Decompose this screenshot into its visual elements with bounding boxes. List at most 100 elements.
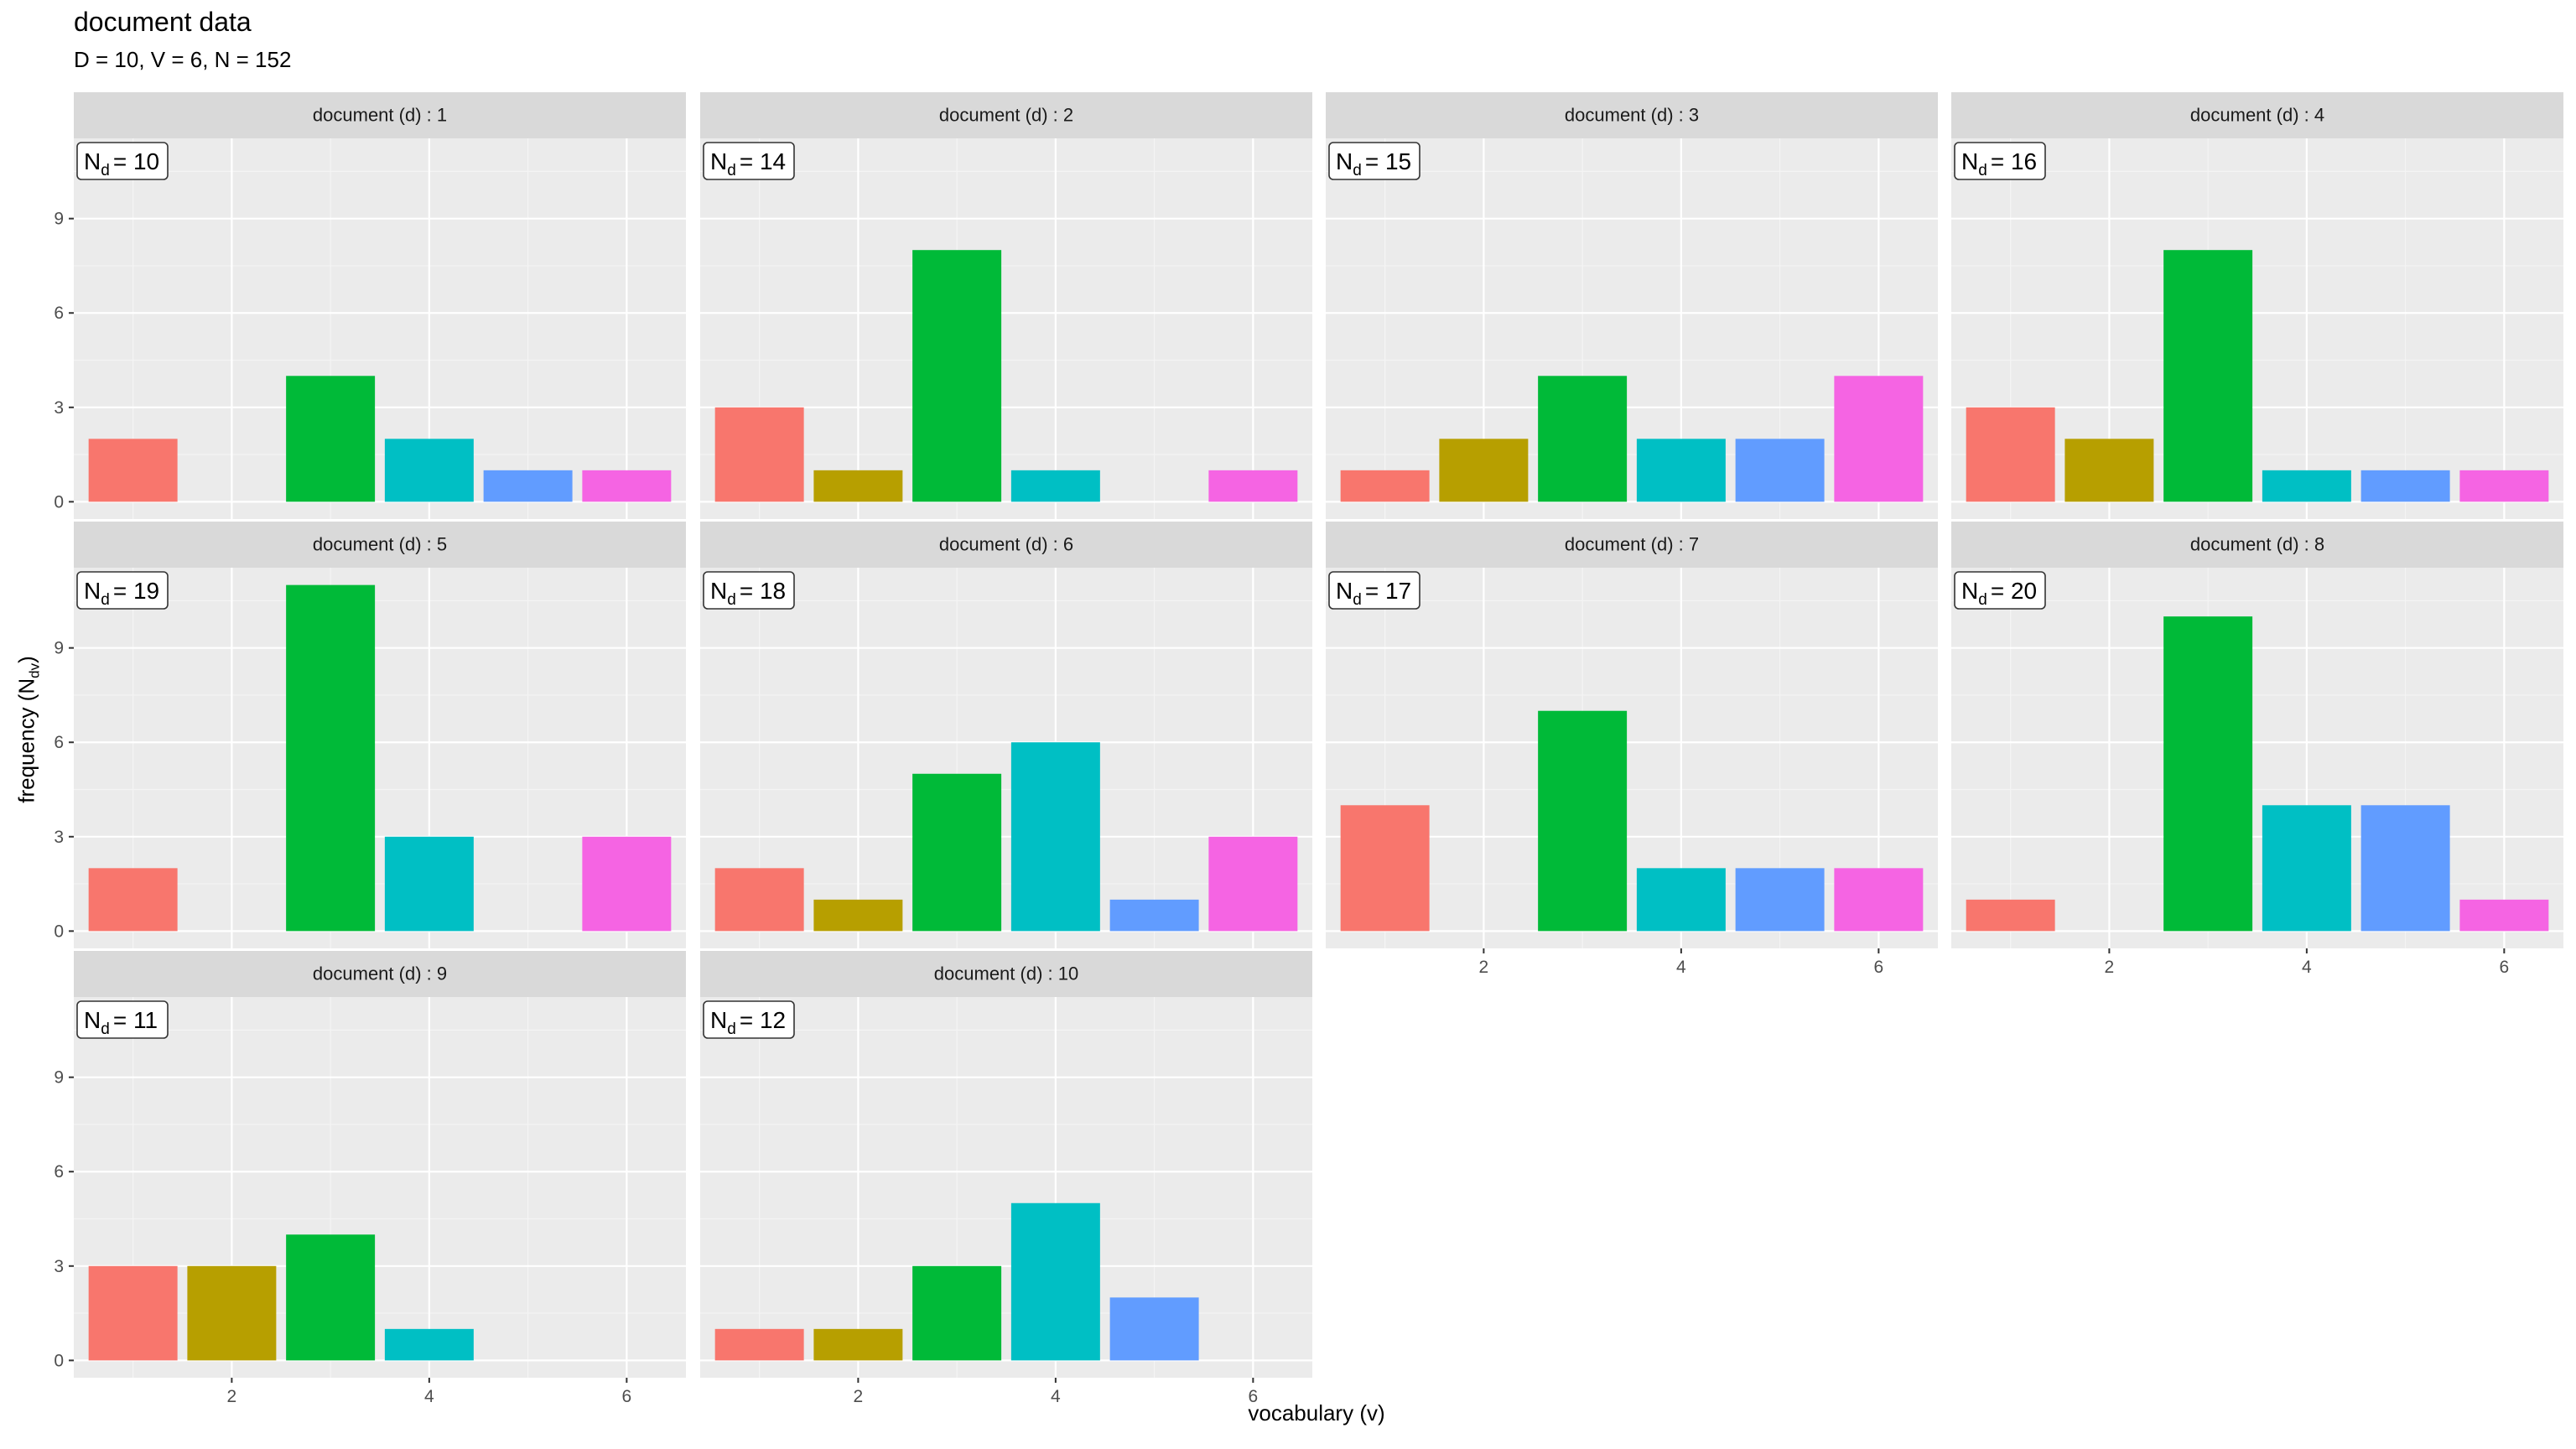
count-label-value: = 16 (1991, 148, 2037, 174)
facet-strip (700, 522, 1312, 568)
count-label: Nd = 19 (84, 578, 159, 609)
count-label-box (703, 571, 795, 610)
bar (1208, 836, 1298, 932)
facet-panel-9: document (d) : 9 0 3 6 9 2 4 6 Nd = 11 (54, 951, 686, 1406)
y-tick-label: 0 (54, 922, 64, 941)
bar (2262, 805, 2351, 932)
count-label: Nd = 15 (1336, 148, 1411, 179)
count-label-box (1954, 571, 2046, 610)
x-tick-label: 4 (2302, 958, 2312, 977)
bar (384, 1328, 474, 1361)
x-tick-label: 6 (2500, 958, 2510, 977)
facet-strip (1326, 92, 1938, 138)
bar (286, 584, 376, 932)
bar (1109, 899, 1199, 932)
count-label-value: = 17 (1365, 578, 1411, 604)
bar (714, 407, 804, 502)
x-tick-label: 6 (1249, 1387, 1259, 1406)
bar (813, 1328, 903, 1361)
y-tick-label: 3 (54, 1257, 64, 1276)
facet-panel-1: document (d) : 1 0 3 6 9 Nd = 10 (54, 92, 686, 519)
facet-strip-label: document (d) : 10 (934, 963, 1078, 984)
count-label-value: = 19 (113, 578, 159, 604)
facet-panel-7: document (d) : 7 2 4 6 Nd = 17 (1326, 522, 1938, 977)
y-tick-label: 9 (54, 210, 64, 229)
bar (1636, 868, 1726, 932)
bar (1636, 439, 1726, 502)
bar (813, 899, 903, 932)
bar (1010, 742, 1100, 932)
x-tick-label: 2 (854, 1387, 864, 1406)
bar (1010, 1202, 1100, 1361)
facet-strip-label: document (d) : 7 (1565, 534, 1699, 555)
count-label: Nd = 10 (84, 148, 159, 179)
bar (286, 376, 376, 502)
x-tick-label: 6 (622, 1387, 632, 1406)
bar (1966, 899, 2055, 932)
facet-panel-10: document (d) : 10 2 4 6 Nd = 12 (700, 951, 1312, 1406)
facet-strip (74, 951, 686, 997)
y-tick-label: 3 (54, 398, 64, 418)
bar (2360, 805, 2450, 932)
count-label-subscript: d (727, 162, 736, 179)
count-label-prefix: N (1336, 148, 1353, 174)
panel-background (700, 997, 1312, 1378)
count-label-subscript: d (1353, 162, 1362, 179)
count-label: Nd = 12 (710, 1007, 786, 1038)
facet-strip (700, 951, 1312, 997)
y-tick-label: 0 (54, 492, 64, 512)
facet-strip (1951, 522, 2563, 568)
x-axis-label: vocabulary (v) (1248, 1400, 1385, 1426)
bar (1340, 470, 1430, 502)
facet-strip-label: document (d) : 1 (313, 105, 447, 126)
x-tick-label: 2 (227, 1387, 237, 1406)
facet-strip-label: document (d) : 8 (2190, 534, 2324, 555)
facet-strip (700, 92, 1312, 138)
bar (384, 836, 474, 932)
bar (582, 836, 672, 932)
count-label-prefix: N (84, 578, 101, 604)
count-label-box (76, 1000, 169, 1039)
bar (1538, 376, 1628, 502)
bar (912, 1265, 1002, 1361)
count-label-box (1328, 142, 1420, 180)
bar (88, 1265, 178, 1361)
bar (384, 439, 474, 502)
facet-strip (1951, 92, 2563, 138)
y-tick-label: 6 (54, 733, 64, 752)
count-label-value: = 15 (1365, 148, 1411, 174)
bar (187, 1265, 277, 1361)
count-label-value: = 11 (113, 1007, 158, 1033)
count-label-value: = 10 (113, 148, 159, 174)
bar (2064, 439, 2154, 502)
bar (1439, 439, 1529, 502)
bar (912, 250, 1002, 502)
bar (912, 773, 1002, 932)
x-tick-label: 4 (1051, 1387, 1061, 1406)
bar (1834, 376, 1924, 502)
count-label-value: = 20 (1991, 578, 2037, 604)
count-label: Nd = 20 (1961, 578, 2037, 609)
bar (88, 439, 178, 502)
bar (88, 868, 178, 932)
count-label-prefix: N (1961, 578, 1978, 604)
bar (582, 470, 672, 502)
bar (2262, 470, 2351, 502)
count-label-box (76, 571, 169, 610)
count-label-prefix: N (710, 1007, 727, 1033)
bar (1735, 439, 1825, 502)
count-label-prefix: N (1336, 578, 1353, 604)
count-label-subscript: d (727, 591, 736, 609)
facet-panel-8: document (d) : 8 2 4 6 Nd = 20 (1951, 522, 2563, 977)
facet-strip-label: document (d) : 6 (939, 534, 1073, 555)
panel-background (1951, 568, 2563, 948)
count-label-subscript: d (101, 1021, 110, 1038)
facet-strip-label: document (d) : 3 (1565, 105, 1699, 126)
facet-strip (74, 522, 686, 568)
bar (483, 470, 573, 502)
bar (286, 1234, 376, 1361)
facet-panel-6: document (d) : 6 Nd = 18 (700, 522, 1312, 948)
count-label-value: = 18 (740, 578, 786, 604)
